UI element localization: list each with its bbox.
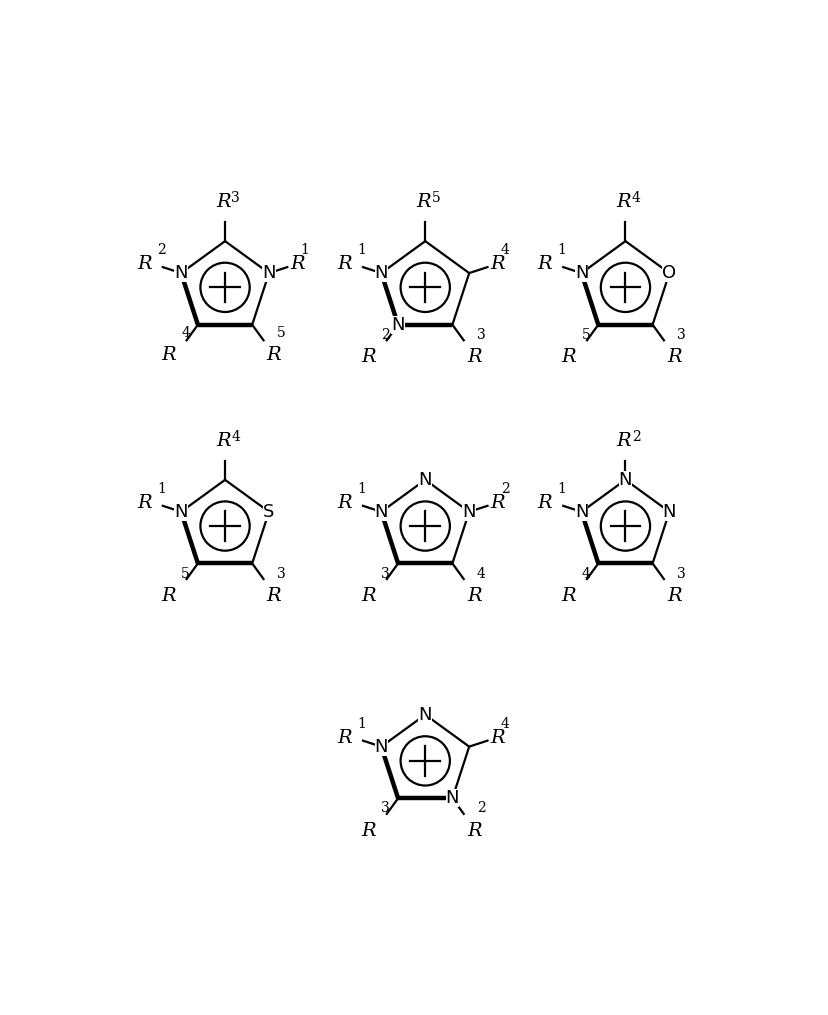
Text: R: R (490, 493, 504, 512)
Text: 3: 3 (277, 566, 285, 581)
Text: N: N (374, 264, 388, 282)
Text: 5: 5 (277, 326, 285, 340)
Text: 2: 2 (476, 802, 485, 815)
Text: N: N (262, 264, 276, 282)
Text: N: N (574, 502, 588, 521)
Text: 3: 3 (231, 191, 239, 205)
Text: N: N (374, 738, 388, 755)
Text: R: R (466, 348, 481, 366)
Text: R: R (490, 255, 504, 273)
Text: 1: 1 (157, 482, 166, 495)
Text: R: R (466, 587, 481, 605)
Text: 3: 3 (381, 566, 390, 581)
Text: R: R (337, 255, 352, 273)
Text: N: N (662, 502, 676, 521)
Text: 4: 4 (231, 429, 240, 444)
Text: N: N (445, 790, 459, 807)
Text: 5: 5 (431, 191, 440, 205)
Text: 4: 4 (631, 191, 640, 205)
Text: N: N (391, 316, 404, 334)
Text: 5: 5 (581, 328, 590, 342)
Text: N: N (574, 264, 588, 282)
Text: 2: 2 (631, 429, 639, 444)
Text: R: R (267, 587, 281, 605)
Text: R: R (537, 255, 551, 273)
Text: R: R (466, 821, 481, 839)
Text: R: R (216, 193, 230, 211)
Text: 1: 1 (557, 482, 566, 495)
Text: R: R (161, 346, 176, 364)
Text: S: S (263, 502, 274, 521)
Text: R: R (537, 493, 551, 512)
Text: 4: 4 (581, 566, 590, 581)
Text: R: R (137, 493, 152, 512)
Text: 4: 4 (476, 566, 485, 581)
Text: N: N (462, 502, 475, 521)
Text: R: R (616, 193, 630, 211)
Text: 5: 5 (181, 566, 190, 581)
Text: 4: 4 (500, 244, 509, 257)
Text: 1: 1 (300, 244, 309, 257)
Text: O: O (662, 264, 676, 282)
Text: N: N (174, 502, 188, 521)
Text: R: R (667, 587, 681, 605)
Text: 3: 3 (381, 802, 390, 815)
Text: R: R (337, 493, 352, 512)
Text: 3: 3 (476, 328, 485, 342)
Text: R: R (416, 193, 431, 211)
Text: R: R (490, 729, 504, 747)
Text: 1: 1 (357, 717, 366, 731)
Text: R: R (361, 587, 376, 605)
Text: N: N (418, 471, 431, 489)
Text: N: N (618, 471, 632, 489)
Text: R: R (137, 255, 152, 273)
Text: 3: 3 (676, 566, 685, 581)
Text: 3: 3 (676, 328, 685, 342)
Text: R: R (290, 255, 305, 273)
Text: N: N (374, 502, 388, 521)
Text: 4: 4 (500, 717, 509, 731)
Text: R: R (361, 348, 376, 366)
Text: R: R (337, 729, 352, 747)
Text: 1: 1 (557, 244, 566, 257)
Text: R: R (616, 431, 630, 450)
Text: N: N (418, 705, 431, 724)
Text: R: R (161, 587, 176, 605)
Text: R: R (561, 348, 575, 366)
Text: 1: 1 (357, 244, 366, 257)
Text: 2: 2 (500, 482, 508, 495)
Text: R: R (267, 346, 281, 364)
Text: R: R (561, 587, 575, 605)
Text: 4: 4 (181, 326, 190, 340)
Text: R: R (361, 821, 376, 839)
Text: R: R (216, 431, 230, 450)
Text: N: N (174, 264, 188, 282)
Text: R: R (667, 348, 681, 366)
Text: 2: 2 (381, 328, 390, 342)
Text: 2: 2 (157, 244, 166, 257)
Text: 1: 1 (357, 482, 366, 495)
